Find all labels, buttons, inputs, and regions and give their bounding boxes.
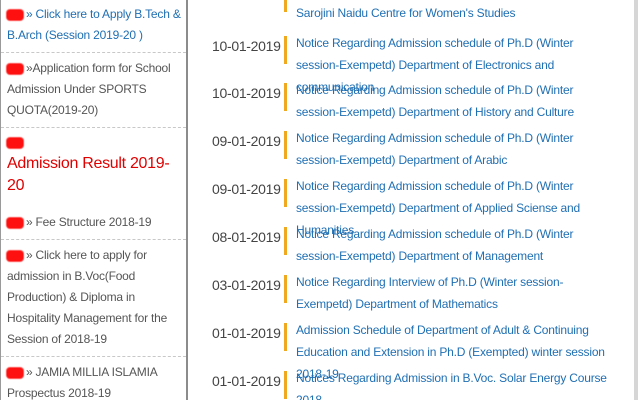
new-icon: [7, 137, 23, 148]
accent-bar: [284, 227, 287, 255]
new-icon: [7, 9, 23, 20]
notice-list: Sarojini Naidu Centre for Women's Studie…: [188, 0, 612, 400]
raquo-icon: »: [26, 365, 33, 379]
sidebar-item-fee-structure[interactable]: » Fee Structure 2018-19: [1, 207, 186, 240]
admission-result-link[interactable]: Admission Result 2019-20: [7, 155, 170, 194]
accent-bar: [284, 36, 287, 64]
accent-bar: [284, 0, 287, 12]
notice-link[interactable]: Notice Regarding Admission schedule of P…: [296, 227, 574, 263]
new-icon: [7, 63, 23, 74]
accent-bar: [284, 371, 287, 399]
new-icon: [7, 250, 23, 261]
notice-link[interactable]: Notice Regarding Admission schedule of P…: [296, 131, 574, 167]
sidebar-item-prospectus[interactable]: » JAMIA MILLIA ISLAMIA Prospectus 2018-19: [1, 357, 186, 400]
notice-date: 09-01-2019: [212, 181, 281, 197]
notice-date: 01-01-2019: [212, 325, 281, 341]
admission-sidebar: » Click here to Apply B.Tech & B.Arch (Se…: [0, 0, 188, 400]
new-icon: [7, 217, 23, 228]
notice-date: 10-01-2019: [212, 38, 281, 54]
accent-bar: [284, 131, 287, 159]
notice-link[interactable]: Notice Regarding Admission schedule of P…: [296, 179, 580, 237]
notice-link[interactable]: Notice Regarding Interview of Ph.D (Wint…: [296, 275, 564, 311]
raquo-icon: »: [26, 215, 33, 229]
notice-date: 08-01-2019: [212, 229, 281, 245]
sidebar-item-admission-result[interactable]: Admission Result 2019-20: [1, 128, 186, 207]
sidebar-item-label: Fee Structure 2018-19: [35, 215, 152, 229]
sidebar-item-sports-quota[interactable]: »Application form for School Admission U…: [1, 53, 186, 128]
scrollbar[interactable]: [634, 0, 638, 400]
notice-link[interactable]: Sarojini Naidu Centre for Women's Studie…: [296, 6, 516, 20]
sidebar-item-label: JAMIA MILLIA ISLAMIA Prospectus 2018-19: [7, 365, 157, 400]
sidebar-item-btech-apply[interactable]: » Click here to Apply B.Tech & B.Arch (Se…: [1, 0, 186, 53]
accent-bar: [284, 275, 287, 303]
sidebar-item-label: Click here to Apply B.Tech & B.Arch (Ses…: [7, 7, 181, 42]
notice-link[interactable]: Notice Regarding Admission schedule of P…: [296, 36, 574, 94]
notice-link[interactable]: Notices Regarding Admission in B.Voc. So…: [296, 371, 607, 400]
notice-date: 01-01-2019: [212, 373, 281, 389]
raquo-icon: »: [26, 7, 33, 21]
raquo-icon: »: [26, 61, 33, 75]
notice-link[interactable]: Notice Regarding Admission schedule of P…: [296, 83, 574, 119]
new-icon: [7, 367, 23, 378]
accent-bar: [284, 179, 287, 207]
notice-date: 09-01-2019: [212, 133, 281, 149]
notice-date: 03-01-2019: [212, 277, 281, 293]
sidebar-item-bvoc-food[interactable]: » Click here to apply for admission in B.…: [1, 240, 186, 357]
notice-link[interactable]: Admission Schedule of Department of Adul…: [296, 323, 605, 381]
accent-bar: [284, 83, 287, 111]
notice-date: 10-01-2019: [212, 85, 281, 101]
accent-bar: [284, 323, 287, 351]
raquo-icon: »: [26, 248, 33, 262]
sidebar-item-label: Application form for School Admission Un…: [7, 61, 171, 117]
sidebar-item-label: Click here to apply for admission in B.V…: [7, 248, 168, 346]
